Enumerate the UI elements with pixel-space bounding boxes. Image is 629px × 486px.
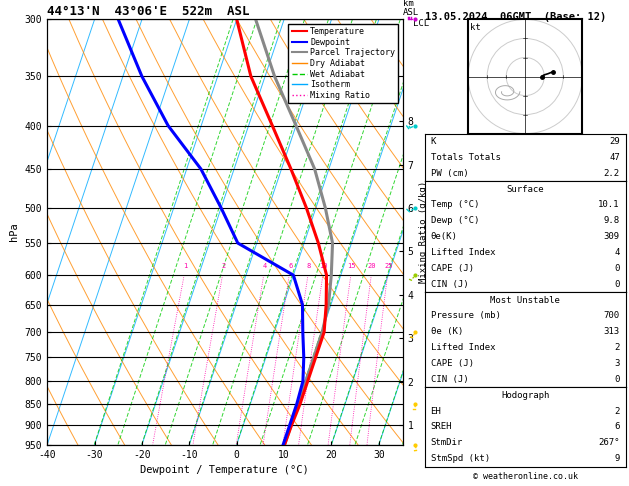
Text: 2.2: 2.2	[604, 169, 620, 178]
Text: 309: 309	[604, 232, 620, 241]
Text: 2: 2	[615, 343, 620, 352]
Text: 10: 10	[320, 263, 328, 269]
Text: 6: 6	[615, 422, 620, 432]
Text: 15: 15	[347, 263, 356, 269]
Text: StmDir: StmDir	[431, 438, 463, 447]
Text: K: K	[431, 137, 436, 146]
Text: Dewp (°C): Dewp (°C)	[431, 216, 479, 226]
Text: 0: 0	[615, 375, 620, 384]
Text: Lifted Index: Lifted Index	[431, 343, 495, 352]
Text: SREH: SREH	[431, 422, 452, 432]
Text: CAPE (J): CAPE (J)	[431, 359, 474, 368]
Text: 44°13'N  43°06'E  522m  ASL: 44°13'N 43°06'E 522m ASL	[47, 5, 250, 18]
Text: © weatheronline.co.uk: © weatheronline.co.uk	[473, 472, 577, 481]
Text: Totals Totals: Totals Totals	[431, 153, 501, 162]
Text: StmSpd (kt): StmSpd (kt)	[431, 454, 490, 463]
Text: 9: 9	[615, 454, 620, 463]
Text: Most Unstable: Most Unstable	[490, 295, 560, 305]
Text: LCL: LCL	[413, 19, 430, 29]
Text: kt: kt	[470, 23, 481, 32]
Text: 6: 6	[288, 263, 292, 269]
X-axis label: Dewpoint / Temperature (°C): Dewpoint / Temperature (°C)	[140, 465, 309, 475]
Text: Pressure (mb): Pressure (mb)	[431, 312, 501, 320]
Text: 0: 0	[615, 280, 620, 289]
Text: 267°: 267°	[598, 438, 620, 447]
Text: 10.1: 10.1	[598, 201, 620, 209]
Text: θe(K): θe(K)	[431, 232, 457, 241]
Text: 47: 47	[609, 153, 620, 162]
Text: 0: 0	[615, 264, 620, 273]
Text: 4: 4	[615, 248, 620, 257]
Text: 700: 700	[604, 312, 620, 320]
Text: Surface: Surface	[506, 185, 544, 193]
Text: Temp (°C): Temp (°C)	[431, 201, 479, 209]
Text: 20: 20	[368, 263, 376, 269]
Text: 1: 1	[183, 263, 187, 269]
Text: CIN (J): CIN (J)	[431, 280, 468, 289]
Text: Lifted Index: Lifted Index	[431, 248, 495, 257]
Text: CAPE (J): CAPE (J)	[431, 264, 474, 273]
Text: 3: 3	[615, 359, 620, 368]
Text: 4: 4	[263, 263, 267, 269]
Text: 2: 2	[615, 407, 620, 416]
Text: EH: EH	[431, 407, 442, 416]
Text: 25: 25	[384, 263, 392, 269]
Text: 8: 8	[307, 263, 311, 269]
Text: km
ASL: km ASL	[403, 0, 419, 17]
Text: 9.8: 9.8	[604, 216, 620, 226]
Text: 313: 313	[604, 327, 620, 336]
Text: 13.05.2024  06GMT  (Base: 12): 13.05.2024 06GMT (Base: 12)	[425, 12, 606, 22]
Text: PW (cm): PW (cm)	[431, 169, 468, 178]
Text: 2: 2	[221, 263, 226, 269]
Y-axis label: Mixing Ratio (g/kg): Mixing Ratio (g/kg)	[419, 181, 428, 283]
Text: 29: 29	[609, 137, 620, 146]
Text: θe (K): θe (K)	[431, 327, 463, 336]
Text: CIN (J): CIN (J)	[431, 375, 468, 384]
Legend: Temperature, Dewpoint, Parcel Trajectory, Dry Adiabat, Wet Adiabat, Isotherm, Mi: Temperature, Dewpoint, Parcel Trajectory…	[288, 24, 398, 103]
Y-axis label: hPa: hPa	[9, 223, 19, 242]
Text: Hodograph: Hodograph	[501, 391, 549, 399]
